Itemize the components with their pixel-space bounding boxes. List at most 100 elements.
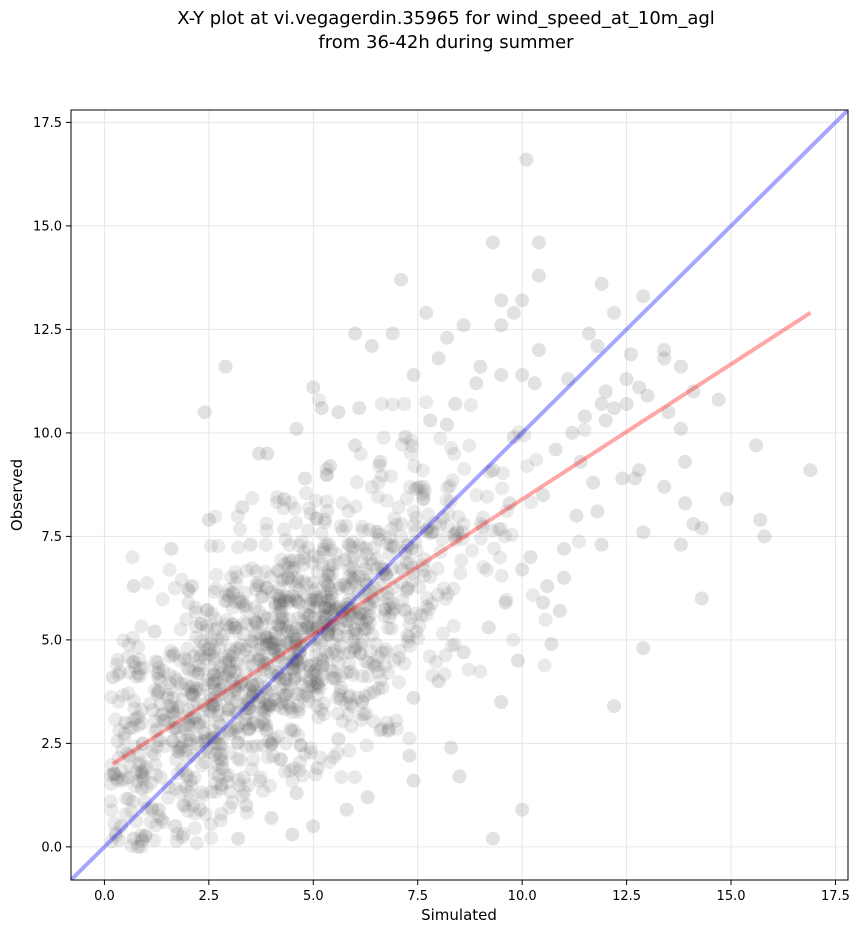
data-point <box>223 662 238 677</box>
data-point <box>179 612 194 627</box>
ticks-layer: 0.0 2.5 5.0 7.5 10.0 12.5 15.0 17.5 0.0 2.5 5.0 7.5… <box>33 116 850 904</box>
data-point <box>319 575 334 590</box>
data-point <box>335 605 350 620</box>
data-point <box>181 653 196 668</box>
data-point <box>150 721 165 736</box>
data-point <box>222 800 237 815</box>
data-point <box>598 413 613 428</box>
data-point <box>259 655 274 670</box>
data-point <box>315 667 330 682</box>
data-point <box>339 518 354 533</box>
data-point <box>254 649 269 664</box>
data-point <box>258 629 273 644</box>
data-point <box>268 598 283 613</box>
data-point <box>451 509 466 524</box>
data-point <box>135 736 150 751</box>
data-point <box>192 662 207 677</box>
data-point <box>271 647 286 662</box>
data-point <box>261 700 276 715</box>
data-point <box>268 631 283 646</box>
data-point <box>121 686 136 701</box>
data-point <box>207 682 222 697</box>
data-point <box>322 661 337 676</box>
data-point <box>173 653 188 668</box>
plot-frame <box>70 109 849 881</box>
data-point <box>204 731 219 746</box>
data-point <box>264 737 279 752</box>
data-point <box>242 701 257 716</box>
data-point <box>264 665 279 680</box>
data-point <box>281 570 296 585</box>
data-point <box>171 744 186 759</box>
data-point <box>332 688 347 703</box>
data-point <box>333 683 348 698</box>
data-point <box>346 634 361 649</box>
data-point <box>324 604 339 619</box>
data-point <box>276 610 291 625</box>
data-point <box>253 642 268 657</box>
data-point <box>351 605 366 620</box>
data-point <box>352 537 367 552</box>
data-point <box>249 615 264 630</box>
data-point <box>619 396 634 411</box>
data-point <box>295 768 310 783</box>
data-point <box>225 585 240 600</box>
data-point <box>355 523 370 538</box>
data-point <box>227 722 242 737</box>
data-point <box>167 581 182 596</box>
data-point <box>104 690 119 705</box>
regression-line <box>111 311 812 766</box>
data-point <box>208 622 223 637</box>
data-point <box>243 537 258 552</box>
data-point <box>330 648 345 663</box>
data-point <box>206 699 221 714</box>
data-point <box>176 826 191 841</box>
data-point <box>273 591 288 606</box>
grid <box>71 110 848 880</box>
data-point <box>156 706 171 721</box>
data-point <box>139 759 154 774</box>
data-point <box>354 617 369 632</box>
data-point <box>335 523 350 538</box>
data-point <box>307 610 322 625</box>
data-point <box>331 732 346 747</box>
data-point <box>327 636 342 651</box>
data-point <box>205 648 220 663</box>
data-point <box>140 575 155 590</box>
data-point <box>447 446 462 461</box>
data-point <box>213 738 228 753</box>
data-point <box>180 641 195 656</box>
data-point <box>194 758 209 773</box>
data-point <box>281 590 296 605</box>
data-point <box>380 715 395 730</box>
data-point <box>327 612 342 627</box>
data-point <box>245 561 260 576</box>
data-point <box>169 834 184 849</box>
data-point <box>319 494 334 509</box>
data-point <box>131 709 146 724</box>
data-point <box>402 748 417 763</box>
data-point <box>343 549 358 564</box>
data-point <box>448 532 463 547</box>
data-point <box>126 693 141 708</box>
data-point <box>132 669 147 684</box>
data-point <box>266 749 281 764</box>
data-point <box>334 770 349 785</box>
data-point <box>132 652 147 667</box>
data-point <box>320 468 335 483</box>
data-point <box>234 697 249 712</box>
data-point <box>136 769 151 784</box>
data-point <box>149 818 164 833</box>
data-point <box>381 723 396 738</box>
data-point <box>352 401 367 416</box>
data-point <box>519 152 534 167</box>
data-point <box>225 600 240 615</box>
data-point <box>179 709 194 724</box>
data-point <box>455 531 470 546</box>
data-point <box>316 614 331 629</box>
data-point <box>289 592 304 607</box>
data-point <box>403 610 418 625</box>
data-point <box>324 566 339 581</box>
data-point <box>347 623 362 638</box>
data-point <box>362 608 377 623</box>
